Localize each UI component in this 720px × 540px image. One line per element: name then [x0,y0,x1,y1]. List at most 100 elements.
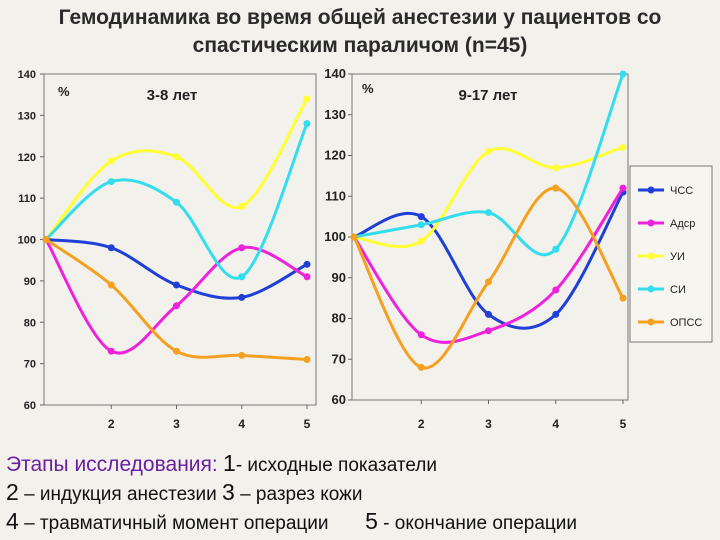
y-tick-label: 70 [24,359,36,371]
data-point-УИ [303,95,311,103]
chart-2: 60 70 80 90 100 110 120 130 140 2 3 4 5 9-17 лет% ЧСС А… [324,66,713,431]
stage-5-number: 5 [365,508,378,534]
series-line-СИ [353,73,625,257]
data-point-ЧСС [107,244,115,252]
subchart-title: 9-17 лет [458,87,517,104]
data-point-ЧСС [238,293,246,301]
stage-1-text: - исходные показатели [235,455,437,476]
data-point-УИ [173,153,180,161]
series-line-Адср [44,238,308,355]
data-point-УИ [552,164,560,172]
x-tick-label: 5 [304,417,311,431]
chart-1: 60 70 80 90 100 110 120 130 140 2 3 4 5 3-8 лет% [18,69,317,431]
data-point-УИ [107,157,115,165]
y-tick-label: 80 [332,311,346,326]
subchart-title: 3-8 лет [147,87,198,104]
data-point-УИ [485,147,492,155]
x-tick-label: 4 [238,417,245,431]
y-unit-label: % [362,81,374,96]
y-tick-label: 90 [332,270,346,285]
data-point-УИ [619,143,627,151]
data-point-ЧСС [303,260,311,268]
chart-frame [43,73,317,406]
data-point-ОПСС [107,281,115,289]
caption-line-2: 2 – индукция анестезии 3 – разрез кожи [6,479,362,506]
data-point-ОПСС [417,363,425,371]
data-point-ОПСС [350,233,358,241]
legend-marker-СИ [647,285,655,293]
data-point-СИ [619,70,627,78]
data-point-Адср [173,302,180,310]
data-point-СИ [552,245,560,253]
x-tick-label: 5 [620,417,627,431]
chart-title: Гемодинамика во время общей анестезии у … [0,4,720,60]
legend-label-УИ: УИ [670,251,685,263]
y-tick-label: 90 [24,276,36,288]
legend-label-ОПСС: ОПСС [670,317,702,329]
y-tick-label: 110 [325,188,346,203]
y-tick-label: 140 [324,66,346,81]
data-point-Адср [485,327,492,335]
y-tick-label: 130 [18,110,36,122]
data-point-ЧСС [552,310,560,318]
stage-3-text: – разрез кожи [240,484,363,505]
title-line-2: спастическим параличом (n=45) [192,34,528,57]
series-line-СИ [44,123,309,280]
data-point-СИ [303,120,311,128]
stage-5-text: - окончание операции [383,513,577,534]
stage-2-text: – индукция анестезии [24,484,217,505]
legend-marker-ОПСС [647,318,655,326]
stage-1-number: 1 [223,450,236,476]
y-tick-label: 140 [18,69,36,81]
chart-frame [351,73,629,401]
x-tick-label: 3 [173,417,180,431]
y-unit-label: % [58,84,70,99]
x-tick-label: 3 [485,417,492,431]
data-point-ОПСС [619,294,627,302]
y-tick-label: 120 [324,148,346,163]
caption-heading: Этапы исследования: [6,453,218,476]
stage-3-number: 3 [221,479,235,505]
x-tick-label: 2 [418,417,425,431]
y-tick-label: 120 [18,152,36,164]
x-tick-label: 4 [552,417,559,431]
title-line-1: Гемодинамика во время общей анестезии у … [58,6,662,29]
data-point-ОПСС [552,184,560,192]
data-point-ОПСС [303,355,311,363]
stage-2-number: 2 [6,479,19,505]
caption-line-1: Этапы исследования: 1- исходные показате… [6,450,437,477]
legend-label-ЧСС: ЧСС [670,185,693,197]
data-point-Адср [238,244,246,252]
data-point-ЧСС [173,281,180,289]
y-tick-label: 110 [18,193,36,205]
data-point-УИ [238,202,246,210]
legend-marker-УИ [647,252,655,260]
data-point-ОПСС [173,347,180,355]
y-tick-label: 70 [332,351,346,366]
data-point-СИ [173,198,180,206]
data-point-ЧСС [485,310,492,318]
data-point-Адср [552,286,560,294]
caption-line-3: 4 – травматичный момент операции 5 - око… [6,508,577,535]
legend-label-Адср: Адср [670,218,695,230]
data-point-ОПСС [485,278,492,286]
data-point-Адср [107,347,115,355]
legend-marker-ЧСС [647,186,655,194]
y-tick-label: 60 [332,392,346,407]
data-point-Адср [619,184,627,192]
data-point-СИ [485,209,492,217]
legend-label-СИ: СИ [670,284,686,296]
y-tick-label: 100 [18,235,36,247]
series-line-ЧСС [45,238,308,300]
stage-4-number: 4 [6,508,19,534]
data-point-ЧСС [417,213,425,221]
series-line-УИ [44,98,309,241]
data-point-СИ [238,273,246,281]
y-tick-label: 80 [24,317,36,329]
data-point-Адср [417,331,425,339]
data-point-ОПСС [42,236,50,243]
stage-4-text: – травматичный момент операции [24,513,329,534]
y-tick-label: 100 [324,229,346,244]
data-point-УИ [417,237,425,245]
